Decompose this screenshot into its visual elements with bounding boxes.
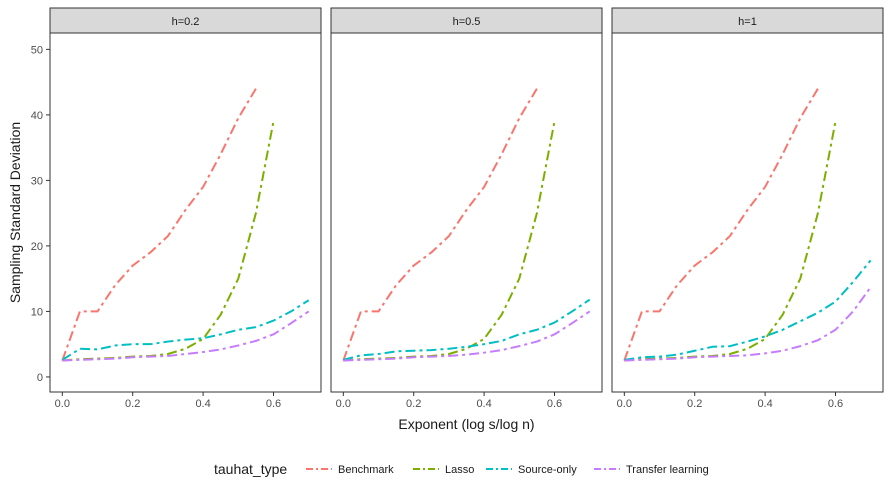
x-tick-label: 0.4 <box>195 398 210 410</box>
y-tick-label: 50 <box>31 44 43 56</box>
y-tick-label: 0 <box>37 372 43 384</box>
legend-label: Source-only <box>518 464 577 476</box>
y-tick-label: 30 <box>31 175 43 187</box>
panel-border <box>49 32 322 393</box>
facet-strip <box>611 7 884 34</box>
x-tick-label: 0.2 <box>687 398 702 410</box>
y-tick-label: 20 <box>31 241 43 253</box>
series-line-benchmark <box>623 88 819 361</box>
legend-title: tauhat_type <box>214 461 287 477</box>
panel-border <box>330 32 603 393</box>
x-tick-label: 0.6 <box>266 398 281 410</box>
x-tick-label: 0.4 <box>476 398 491 410</box>
x-tick-label: 0.6 <box>828 398 843 410</box>
legend-label: Transfer learning <box>626 464 709 476</box>
legend-label: Lasso <box>445 464 474 476</box>
y-axis-title: Sampling Standard Deviation <box>7 122 23 303</box>
x-axis-title: Exponent (log s/log n) <box>398 416 534 432</box>
facet-strip <box>330 7 603 34</box>
x-tick-label: 0.0 <box>55 398 70 410</box>
y-tick-label: 40 <box>31 110 43 122</box>
facet-strip-label: h=0.5 <box>453 16 481 28</box>
series-line-source-only <box>624 259 872 361</box>
series-line-benchmark <box>342 88 538 361</box>
facet-strip-label: h=0.2 <box>172 16 200 28</box>
x-tick-label: 0.0 <box>336 398 351 410</box>
facet-strip <box>49 7 322 34</box>
y-tick-label: 10 <box>31 306 43 318</box>
legend-label: Benchmark <box>338 464 394 476</box>
panel-border <box>611 32 884 393</box>
series-line-benchmark <box>61 88 257 361</box>
x-tick-label: 0.6 <box>547 398 562 410</box>
x-tick-label: 0.2 <box>125 398 140 410</box>
facet-strip-label: h=1 <box>738 16 757 28</box>
series-line-source-only <box>61 299 310 361</box>
x-tick-label: 0.4 <box>757 398 772 410</box>
x-tick-label: 0.0 <box>617 398 632 410</box>
x-tick-label: 0.2 <box>406 398 421 410</box>
